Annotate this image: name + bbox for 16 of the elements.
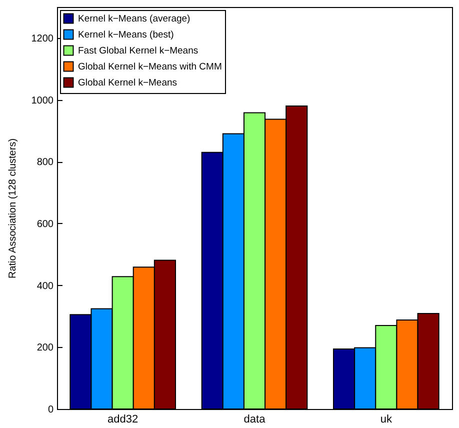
y-axis-title: Ratio Association (128 clusters) [7,138,18,279]
legend-label: Kernel k−Means (average) [78,14,190,24]
y-tick-label: 400 [36,280,54,292]
x-tick-label: add32 [108,414,138,426]
y-tick-label: 600 [36,218,54,230]
y-tick-label: 200 [36,342,54,354]
y-tick-label: 1000 [31,95,54,106]
y-tick-label: 800 [36,157,54,168]
legend-label: Kernel k−Means (best) [78,30,174,40]
x-tick-label: uk [380,414,392,426]
y-tick-label: 1200 [31,33,54,44]
legend-label: Global Kernel k−Means [78,78,178,88]
legend-label: Fast Global Kernel k−Means [78,46,198,56]
x-tick-label: data [244,414,266,426]
y-tick-label: 0 [48,404,54,416]
legend-label: Global Kernel k−Means with CMM [78,62,222,72]
